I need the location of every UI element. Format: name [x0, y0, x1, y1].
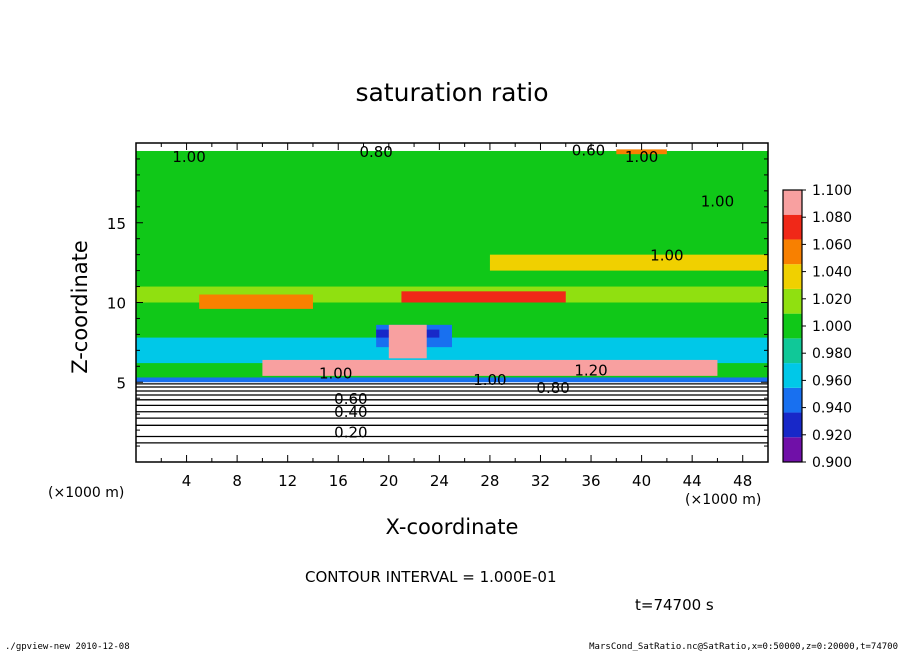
heatmap-region: [136, 377, 768, 383]
contour-label: 0.80: [536, 379, 569, 397]
contour-label: 0.80: [359, 143, 392, 161]
contour-label: 1.20: [574, 361, 607, 379]
heatmap-region: [489, 254, 768, 271]
contour-interval-prefix: CONTOUR INTERVAL =: [305, 568, 480, 586]
heatmap-region: [401, 291, 566, 303]
contour-interval-label: CONTOUR INTERVAL = 1.000E-01: [305, 568, 556, 586]
x-tick-label: 48: [733, 472, 752, 490]
colorbar-label: 0.960: [812, 373, 852, 389]
x-axis-label: X-coordinate: [385, 515, 519, 539]
x-tick-label: 16: [329, 472, 348, 490]
colorbar-segment: [783, 412, 802, 438]
y-axis-unit-label: (×1000 m): [48, 485, 125, 501]
contour-label: 1.00: [319, 365, 352, 383]
heatmap-region: [199, 294, 313, 309]
colorbar-segment: [783, 190, 802, 215]
colorbar-label: 1.040: [812, 265, 852, 281]
colorbar-label: 1.020: [812, 292, 852, 308]
x-tick-label: 28: [480, 472, 499, 490]
contour-label: 0.60: [572, 141, 605, 159]
heatmap-region: [262, 359, 718, 376]
y-tick-label: 5: [116, 374, 126, 392]
x-tick-label: 40: [632, 472, 651, 490]
y-tick-label: 10: [107, 295, 126, 313]
colorbar-segment: [783, 437, 802, 462]
chart-title: saturation ratio: [355, 78, 549, 107]
contour-interval-value: 1.000E-01: [479, 568, 557, 586]
colorbar-segment: [783, 264, 802, 289]
x-tick-label: 44: [683, 472, 702, 490]
contour-label: 1.00: [701, 192, 734, 210]
colorbar-label: 1.080: [812, 210, 852, 226]
x-tick-label: 24: [430, 472, 449, 490]
time-label: t=74700 s: [635, 596, 714, 614]
colorbar-label: 1.000: [812, 319, 852, 335]
heatmap-region: [616, 149, 667, 155]
colorbar-segment: [783, 214, 802, 240]
contour-label: 0.20: [334, 424, 367, 442]
colorbar-label: 1.060: [812, 237, 852, 253]
x-tick-label: 32: [531, 472, 550, 490]
colorbar-segment: [783, 313, 802, 339]
contour-label: 0.40: [334, 403, 367, 421]
contour-label: 1.00: [473, 371, 506, 389]
x-tick-label: 12: [278, 472, 297, 490]
colorbar-label: 1.100: [812, 183, 852, 199]
colorbar-segment: [783, 239, 802, 265]
colorbar-segment: [783, 363, 802, 388]
x-tick-label: 4: [182, 472, 192, 490]
x-tick-label: 36: [581, 472, 600, 490]
colorbar-label: 0.940: [812, 401, 852, 417]
contour-label: 0.60: [334, 390, 367, 408]
x-tick-label: 8: [232, 472, 242, 490]
footer-left: ./gpview-new 2010-12-08: [5, 642, 130, 652]
colorbar-label: 0.900: [812, 455, 852, 471]
contour-label: 1.00: [625, 148, 658, 166]
heatmap-region: [388, 324, 427, 359]
contour-label: 1.00: [172, 148, 205, 166]
colorbar-label: 0.980: [812, 346, 852, 362]
x-axis-unit-label: (×1000 m): [685, 492, 762, 508]
colorbar-segment: [783, 288, 802, 314]
colorbar-segment: [783, 387, 802, 413]
colorbar-segment: [783, 338, 802, 364]
y-tick-label: 15: [107, 215, 126, 233]
x-tick-label: 20: [379, 472, 398, 490]
footer-right: MarsCond_SatRatio.nc@SatRatio,x=0:50000,…: [589, 642, 898, 652]
colorbar-label: 0.920: [812, 428, 852, 444]
contour-label: 1.00: [650, 247, 683, 265]
